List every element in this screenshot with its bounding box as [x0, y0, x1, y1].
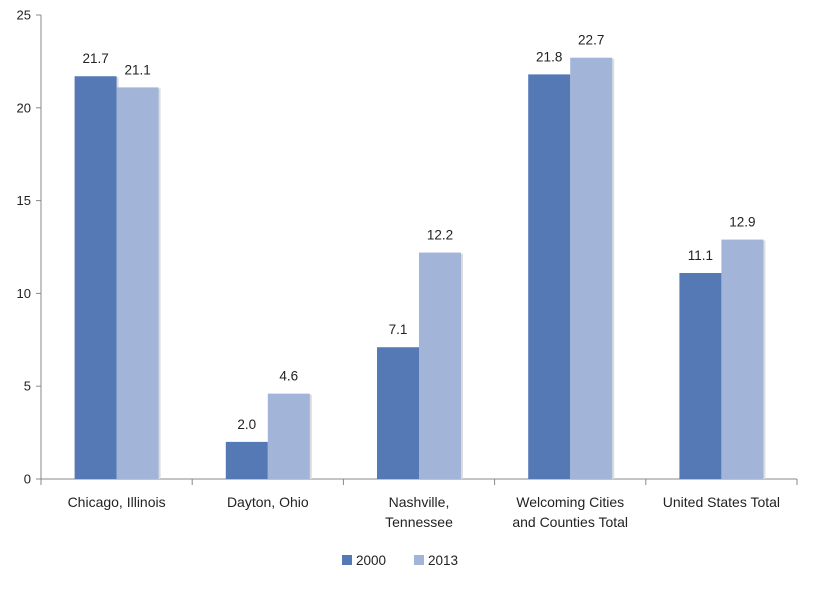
legend-swatch-2013 — [414, 555, 424, 565]
bar-2013-0 — [116, 87, 159, 479]
data-label: 2.0 — [237, 417, 256, 432]
data-label: 21.8 — [536, 49, 562, 64]
y-tick-label: 0 — [24, 472, 31, 487]
legend-label: 2000 — [356, 553, 386, 568]
bar-2013-2 — [419, 252, 461, 479]
x-category-label: United States Total — [663, 494, 780, 510]
bar-2000-0 — [74, 76, 117, 480]
bars — [74, 57, 766, 480]
y-tick-label: 10 — [17, 286, 31, 301]
data-label: 4.6 — [279, 369, 298, 384]
data-label: 11.1 — [688, 248, 713, 263]
bar-2013-1 — [267, 393, 310, 479]
bar-2013-4 — [721, 239, 764, 479]
x-category-label: Chicago, Illinois — [68, 494, 166, 510]
y-tick-label: 15 — [17, 193, 31, 208]
data-label: 22.7 — [578, 33, 604, 48]
y-tick-label: 20 — [17, 100, 31, 115]
data-label: 7.1 — [389, 322, 408, 337]
legend-label: 2013 — [428, 553, 458, 568]
data-label: 12.2 — [427, 228, 453, 243]
bar-2000-4 — [679, 272, 722, 479]
data-label: 12.9 — [729, 215, 755, 230]
bar-2013-3 — [570, 57, 613, 480]
x-category-label: Welcoming Cities and Counties Total — [512, 494, 628, 530]
bar-2000-1 — [225, 441, 268, 479]
data-label: 21.7 — [82, 51, 108, 66]
x-category-label: Nashville, Tennessee — [385, 494, 453, 530]
axes: 0 5 10 15 20 25 Chicago, Illinois Dayton, Ohio N… — [17, 8, 798, 530]
bar-2000-2 — [377, 347, 419, 479]
data-labels: 21.7 2.0 7.1 21.8 11.1 21.1 4.6 12.2 22.7 12.9 — [82, 33, 755, 432]
x-category-label: Dayton, Ohio — [227, 494, 309, 510]
bar-2000-3 — [528, 74, 571, 479]
y-tick-label: 5 — [24, 379, 31, 394]
data-label: 21.1 — [124, 62, 150, 77]
y-tick-label: 25 — [17, 8, 31, 23]
legend: 2000 2013 — [342, 553, 458, 568]
legend-swatch-2000 — [342, 555, 352, 565]
